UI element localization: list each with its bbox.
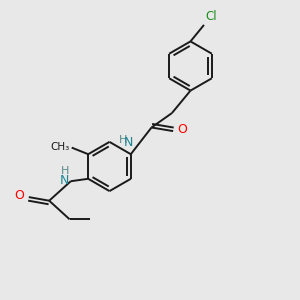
Text: CH₃: CH₃ <box>50 142 69 152</box>
Text: H: H <box>61 166 69 176</box>
Text: N: N <box>60 173 70 187</box>
Text: O: O <box>177 123 187 136</box>
Text: O: O <box>15 189 25 202</box>
Text: Cl: Cl <box>206 10 217 22</box>
Text: N: N <box>123 136 133 149</box>
Text: H: H <box>118 135 127 145</box>
